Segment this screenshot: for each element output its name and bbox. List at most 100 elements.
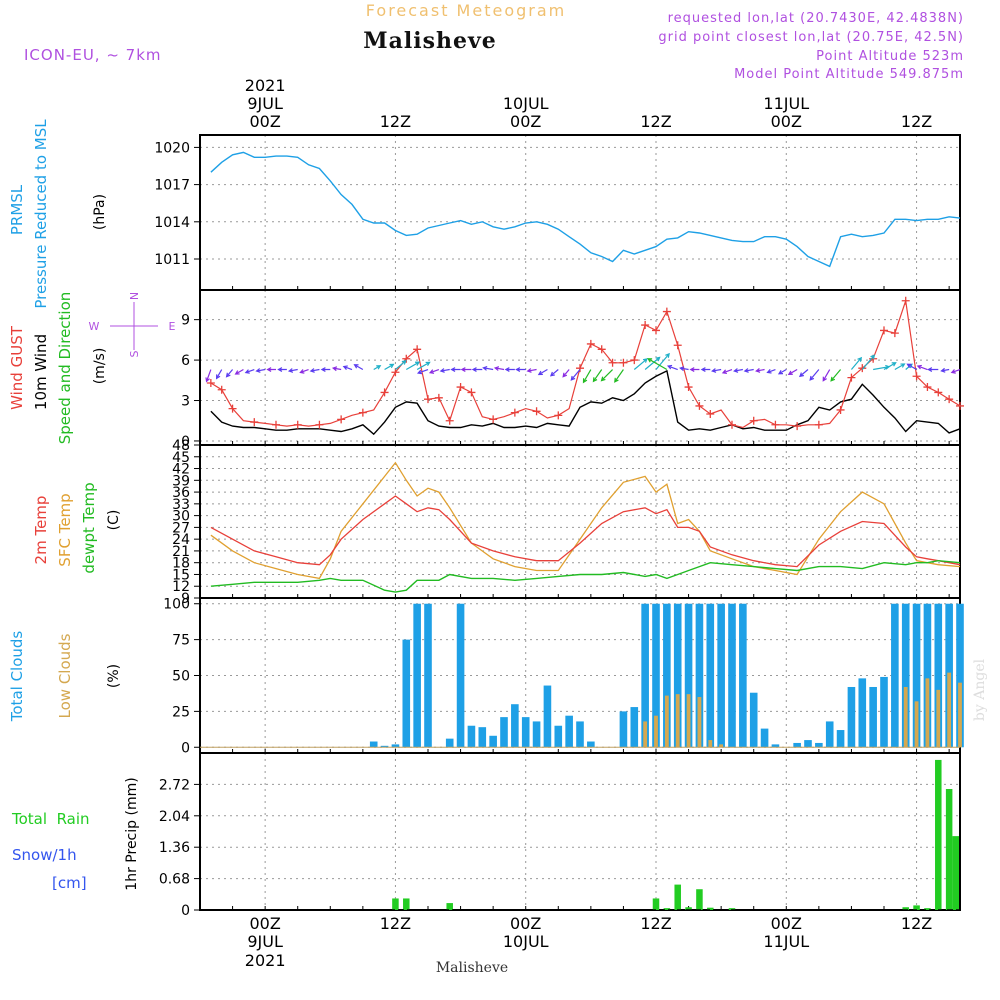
wind-direction-arrow xyxy=(733,368,743,373)
total-cloud-bar xyxy=(825,721,834,748)
y-tick-label: 0.68 xyxy=(159,872,190,888)
total-cloud-bar xyxy=(760,728,769,748)
total-cloud-bar xyxy=(880,676,888,748)
wind-label: 10m Wind xyxy=(32,334,50,410)
gust-marker xyxy=(456,383,465,392)
gust-marker xyxy=(532,407,541,416)
wind-direction-arrow xyxy=(666,364,678,371)
gust-marker xyxy=(793,422,802,431)
wind-direction-arrow xyxy=(482,365,494,371)
total-cloud-bar xyxy=(793,742,801,748)
y-tick-label: 36 xyxy=(172,485,190,501)
gust-marker xyxy=(424,395,432,404)
product-title: Forecast Meteogram xyxy=(366,1,566,20)
wind-direction-arrow xyxy=(830,369,842,382)
low-cloud-bar xyxy=(643,721,648,748)
rain-bar xyxy=(652,898,660,910)
total-cloud-bar xyxy=(934,603,943,748)
total-cloud-bar xyxy=(521,717,530,748)
total-cloud-bar xyxy=(706,603,715,748)
low-cloud-bar xyxy=(914,701,919,748)
wind-direction-arrow xyxy=(755,368,765,373)
y-tick-label: 1014 xyxy=(154,215,190,231)
wind-direction-arrow xyxy=(777,369,787,375)
sfc-label: SFC Temp xyxy=(56,493,74,566)
low-cloud-bar xyxy=(654,715,658,748)
gust-marker xyxy=(630,356,639,365)
gust-marker xyxy=(467,388,476,397)
y-tick-label: 100 xyxy=(163,597,190,613)
wind-direction-arrow xyxy=(428,368,440,374)
prmsl-label: PRMSL xyxy=(8,184,26,235)
low-cloud-bar xyxy=(686,694,691,748)
requested-coords: requested lon,lat (20.7430E, 42.4838N) xyxy=(668,11,964,26)
wind-direction-arrow xyxy=(927,367,939,372)
gust-marker xyxy=(619,358,628,367)
rain-bar xyxy=(902,907,909,910)
gust-marker xyxy=(641,321,650,330)
gust-marker xyxy=(206,379,215,387)
gust-marker xyxy=(402,354,411,363)
rain-bar xyxy=(403,898,410,910)
total-cloud-bar xyxy=(836,730,845,748)
total-cloud-bar xyxy=(543,685,552,748)
low-cloud-bar xyxy=(719,744,724,748)
pressure-line xyxy=(210,151,961,268)
total-cloud-bar xyxy=(413,603,421,748)
y-tick-label: 48 xyxy=(172,438,190,454)
total-cloud-bar xyxy=(641,603,649,748)
total-cloud-bar xyxy=(728,603,736,748)
low-clouds-label: Low Clouds xyxy=(56,633,74,718)
top-tick-label: 00Z xyxy=(771,112,802,131)
top-year-label: 2021 xyxy=(245,76,286,95)
gust-marker xyxy=(684,383,693,392)
y-tick-label: 50 xyxy=(172,669,190,685)
low-cloud-bar xyxy=(697,697,702,748)
top-tick-label: 00Z xyxy=(510,112,541,131)
y-tick-label: 1020 xyxy=(154,140,190,156)
bottom-tick-label: 12Z xyxy=(640,914,671,933)
gust-label: Wind GUST xyxy=(8,325,26,410)
y-tick-label: 1011 xyxy=(154,252,190,268)
wind-direction-arrow xyxy=(883,362,897,371)
wind-direction-arrow xyxy=(266,367,276,372)
y-tick-label: 1017 xyxy=(154,178,190,194)
total-cloud-bar xyxy=(749,692,758,748)
gust-marker xyxy=(272,420,280,429)
rain-bar xyxy=(392,898,399,910)
compass-rose: N W E S xyxy=(89,292,176,358)
y-tick-label: 2.72 xyxy=(159,777,190,793)
wind-direction-arrow xyxy=(439,368,450,373)
wind-direction-arrow xyxy=(320,367,331,372)
total-cloud-bar xyxy=(467,725,476,748)
rain-bar xyxy=(446,903,453,910)
total-cloud-bar xyxy=(673,603,682,748)
gust-marker xyxy=(293,420,302,429)
rain-bar xyxy=(696,889,703,910)
total-clouds-label: Total Clouds xyxy=(8,631,26,723)
snow-label: Snow/1h xyxy=(12,846,77,864)
rain-bar xyxy=(685,907,692,910)
gust-marker xyxy=(695,401,704,410)
top-date-label: 10JUL xyxy=(503,94,549,113)
total-cloud-bar xyxy=(456,603,465,748)
gust-marker xyxy=(337,415,346,424)
wind-direction-arrow xyxy=(215,369,223,380)
wind-direction-arrow xyxy=(234,369,244,375)
wind-speed-line xyxy=(210,369,961,436)
gust-marker xyxy=(489,415,498,424)
gust-marker xyxy=(217,385,226,394)
pressure-panel: 1011 1014 1017 1020 xyxy=(154,134,961,291)
dewpoint-line xyxy=(210,559,961,593)
bottom-tick-label: 00Z xyxy=(249,914,280,933)
grid-point-coords: grid point closest lon,lat (20.75E, 42.5… xyxy=(658,30,964,45)
wind-direction-arrow xyxy=(679,366,689,372)
total-cloud-bar xyxy=(380,745,389,748)
gust-marker xyxy=(890,329,899,338)
rain-bar xyxy=(952,901,959,910)
temp-units: (C) xyxy=(106,510,122,531)
wind-direction-arrow xyxy=(225,369,234,378)
gust-marker xyxy=(673,341,682,350)
bottom-tick-label: 12Z xyxy=(380,914,411,933)
total-cloud-bar xyxy=(489,735,497,748)
